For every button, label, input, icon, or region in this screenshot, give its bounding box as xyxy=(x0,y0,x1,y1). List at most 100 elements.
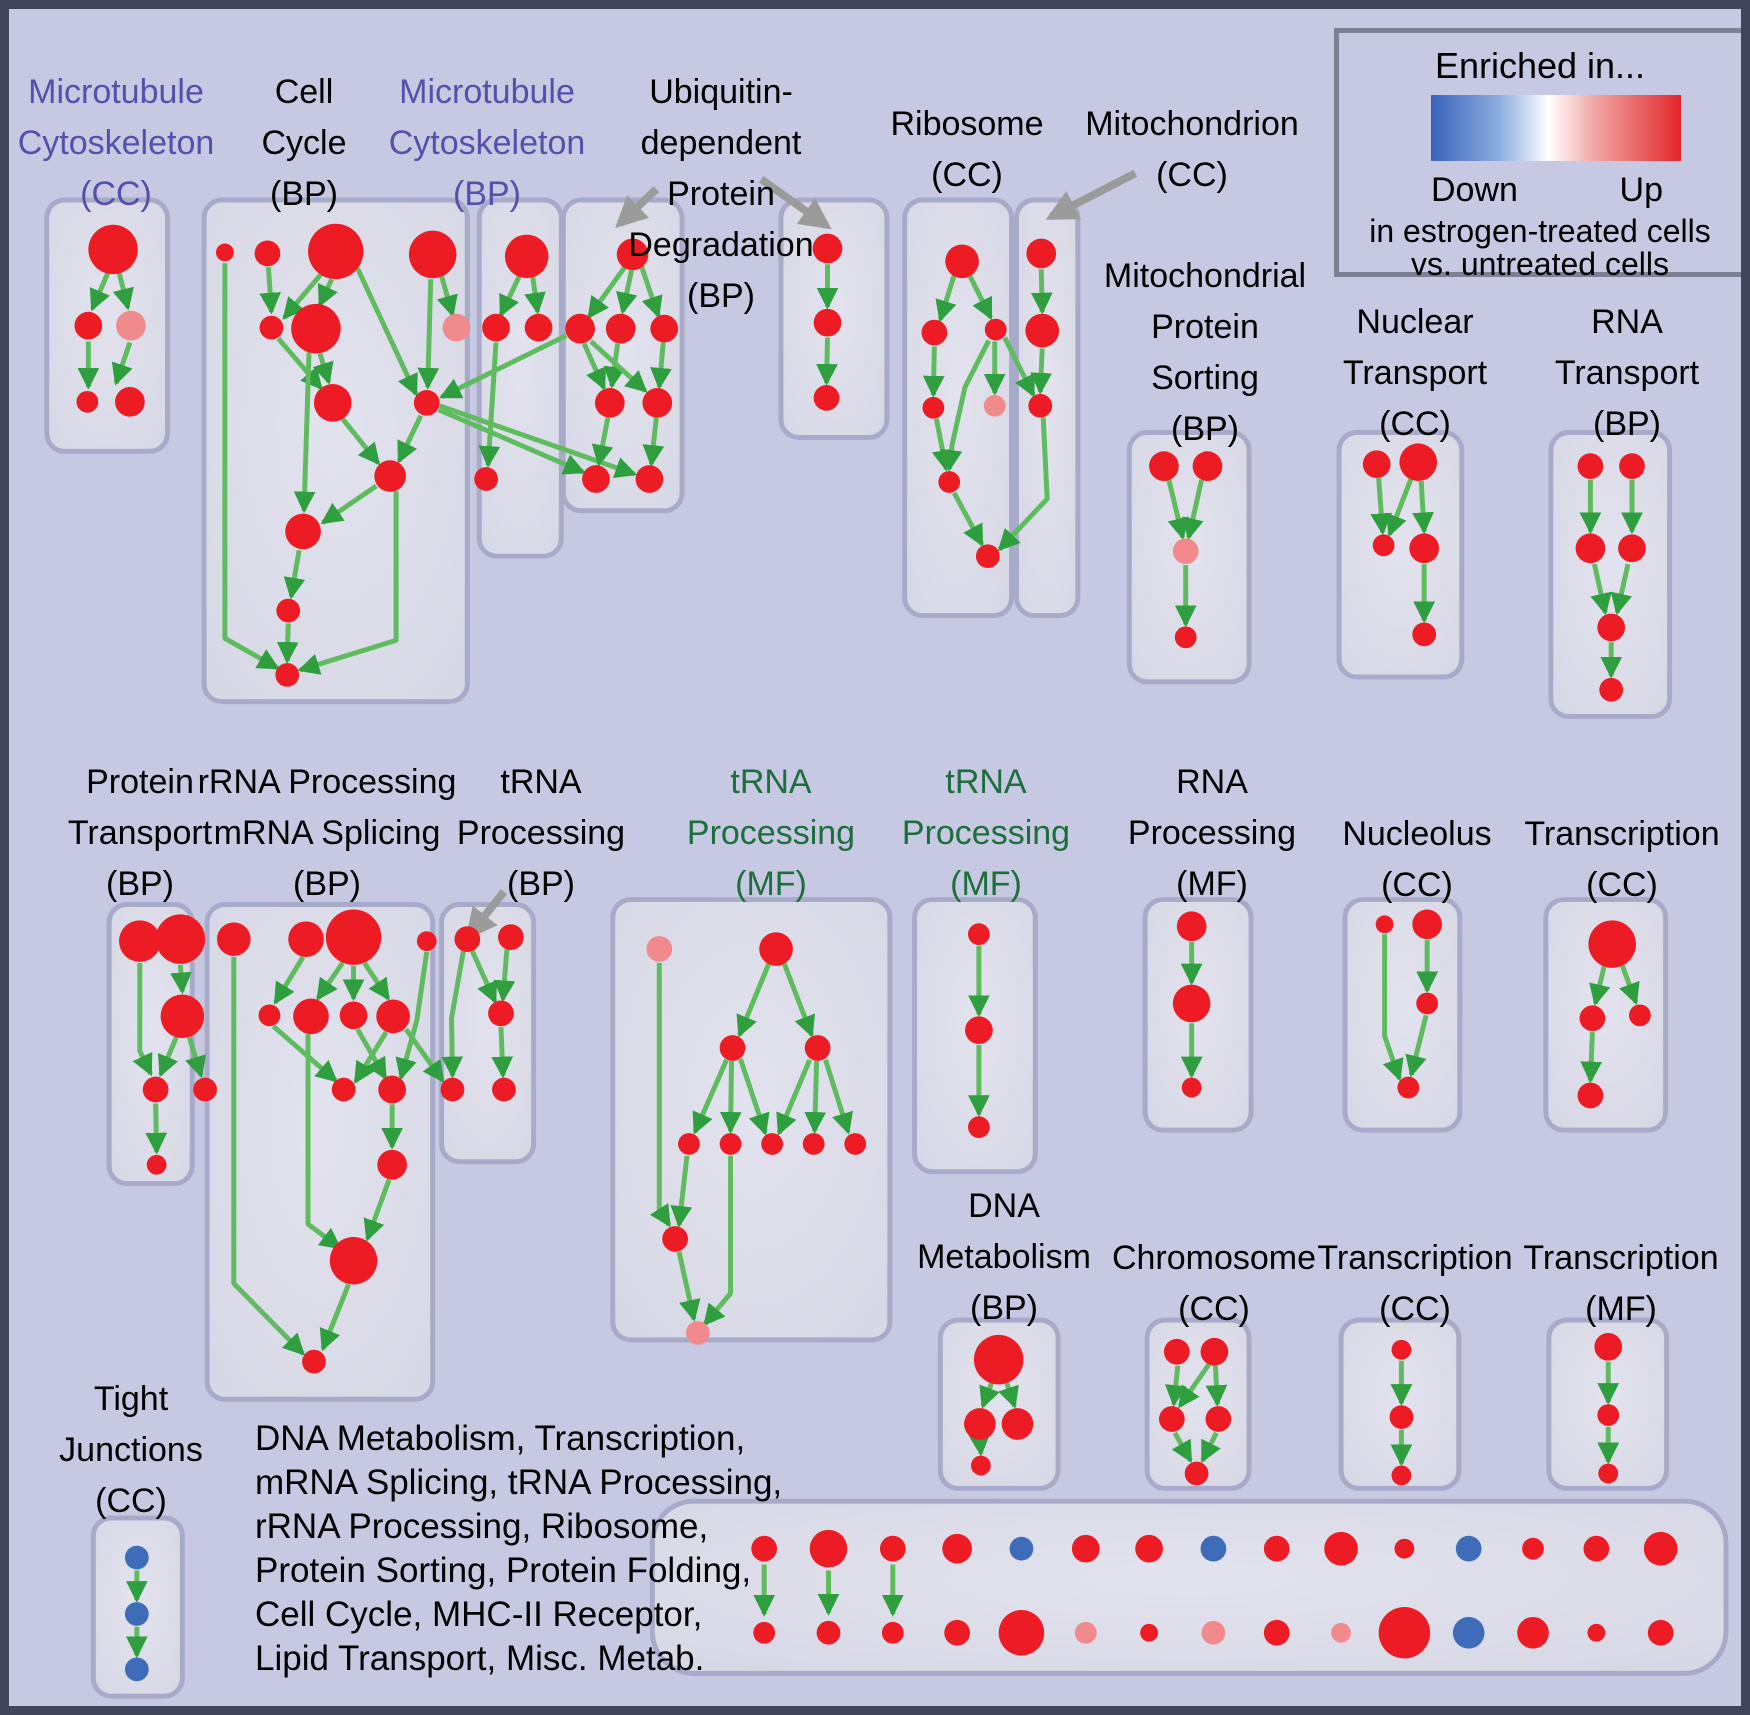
gene-set-node-95 xyxy=(968,1116,990,1139)
transcription-mf-label: Transcription (MF) xyxy=(1523,1239,1719,1328)
strip-bottom-node-2 xyxy=(881,1621,904,1644)
gene-set-node-103 xyxy=(1588,920,1636,968)
edge-arrow-24 xyxy=(524,275,546,315)
label-pointer-arrow-3 xyxy=(465,889,508,941)
edge-arrow-76 xyxy=(355,1027,388,1081)
dna-metabolism-bp-label: DNA Metabolism (BP) xyxy=(917,1187,1091,1327)
gene-set-node-30 xyxy=(812,233,843,264)
edge-arrow-74 xyxy=(271,1024,338,1083)
edge-arrow-57 xyxy=(1590,563,1612,616)
gene-set-node-118 xyxy=(1391,1465,1412,1486)
label-pointer-arrow-1 xyxy=(758,175,832,230)
gene-set-node-102 xyxy=(1397,1076,1420,1099)
gene-set-node-99 xyxy=(1375,915,1394,934)
edge-arrow-46 xyxy=(1030,348,1052,395)
edge-arrow-36 xyxy=(816,337,838,386)
strip-bottom-node-12 xyxy=(1517,1616,1549,1649)
edge-arrow-43 xyxy=(940,339,991,472)
gene-set-node-83 xyxy=(759,932,793,966)
gene-set-node-14 xyxy=(374,460,406,492)
trna-mf-big-box xyxy=(610,897,893,1343)
gene-set-node-80 xyxy=(440,1077,465,1102)
gene-set-node-27 xyxy=(642,387,673,418)
mixed-categories-box xyxy=(649,1498,1729,1676)
edge-arrow-49 xyxy=(1182,479,1204,541)
edge-arrow-82 xyxy=(441,950,466,1079)
rna-transport-box xyxy=(1548,430,1673,719)
edge-arrow-111 xyxy=(1171,1431,1193,1463)
edge-arrow-41 xyxy=(1002,336,1036,398)
gene-set-node-68 xyxy=(258,1004,281,1027)
strip-bottom-node-5 xyxy=(1074,1621,1097,1644)
gene-set-node-75 xyxy=(329,1236,378,1285)
gene-set-node-20 xyxy=(524,313,553,342)
edge-arrow-87 xyxy=(738,1058,770,1136)
edge-arrow-19 xyxy=(320,483,378,525)
edge-arrow-80 xyxy=(493,948,516,1003)
edge-arrow-94 xyxy=(702,1155,734,1327)
gene-set-node-47 xyxy=(1362,450,1391,479)
trna-processing-bp-label: tRNA Processing (BP) xyxy=(456,763,626,903)
gene-set-node-121 xyxy=(1598,1463,1619,1484)
strip-bottom-node-14 xyxy=(1647,1619,1674,1646)
edge-arrow-27 xyxy=(616,269,638,315)
edge-arrow-15 xyxy=(396,414,424,464)
gene-set-node-120 xyxy=(1597,1404,1620,1426)
edge-arrow-101 xyxy=(1382,934,1404,1082)
edge-arrow-110 xyxy=(1205,1365,1228,1407)
edge-arrow-10 xyxy=(417,279,440,390)
edge-arrow-62 xyxy=(157,1036,179,1078)
edge-arrow-44 xyxy=(951,491,985,547)
edge-arrow-21 xyxy=(276,623,299,664)
gene-set-node-16 xyxy=(276,598,301,623)
edge-arrow-6 xyxy=(282,271,324,320)
gene-set-node-44 xyxy=(1192,451,1223,481)
gene-set-node-115 xyxy=(1184,1461,1209,1486)
rna-processing-mf-label: RNA Processing (MF) xyxy=(1127,763,1297,903)
edge-arrow-5 xyxy=(259,267,281,315)
pointer-arrows-layer xyxy=(465,169,1138,941)
label-pointer-arrow-0 xyxy=(615,186,660,229)
gene-set-node-24 xyxy=(605,313,636,344)
gene-set-node-90 xyxy=(844,1133,867,1155)
transcription-cc-2-label: Transcription (CC) xyxy=(1317,1239,1513,1328)
gene-set-node-46 xyxy=(1174,626,1197,649)
mitochondrion-cc-label: Mitochondrion (CC) xyxy=(1085,105,1299,194)
strip-top-node-10 xyxy=(1394,1538,1415,1559)
bottom-strip-layer xyxy=(751,1529,1678,1659)
edge-arrow-84 xyxy=(781,961,816,1038)
edge-arrow-73 xyxy=(319,1283,351,1352)
edge-arrow-37 xyxy=(935,274,957,323)
edge-arrow-89 xyxy=(804,1060,827,1134)
nucleolus-cc-label: Nucleolus (CC) xyxy=(1342,815,1492,904)
strip-top-node-2 xyxy=(879,1535,906,1562)
gene-set-node-97 xyxy=(1172,984,1211,1023)
gene-set-node-93 xyxy=(968,923,990,946)
gene-set-node-62 xyxy=(193,1077,217,1102)
edge-arrow-104 xyxy=(1580,1032,1603,1084)
gene-set-node-11 xyxy=(442,313,471,342)
ribosome-cc-label: Ribosome (CC) xyxy=(890,105,1044,194)
strip-top-node-12 xyxy=(1522,1537,1544,1560)
strip-bottom-node-4 xyxy=(998,1610,1045,1656)
gene-set-node-78 xyxy=(497,924,524,951)
strip-bottom-node-10 xyxy=(1378,1607,1431,1659)
edge-arrow-61 xyxy=(170,964,192,995)
gene-set-node-35 xyxy=(984,318,1007,341)
edge-arrow-34 xyxy=(642,417,665,467)
network-canvas xyxy=(44,169,1729,1699)
gene-set-node-52 xyxy=(1577,453,1604,480)
gene-set-node-13 xyxy=(413,389,440,416)
label-pointer-arrow-2 xyxy=(1045,169,1138,221)
gene-set-node-43 xyxy=(1149,451,1179,481)
edge-arrow-12 xyxy=(312,352,334,385)
gene-set-node-3 xyxy=(76,390,99,413)
gene-set-node-85 xyxy=(804,1035,831,1061)
gene-set-node-110 xyxy=(970,1455,991,1476)
gene-set-node-23 xyxy=(565,313,595,344)
gene-set-node-5 xyxy=(215,243,234,262)
strip-top-node-13 xyxy=(1583,1535,1610,1562)
edge-arrow-81 xyxy=(491,1027,514,1079)
microtubule-cytoskeleton-cc-label: Microtubule Cytoskeleton (CC) xyxy=(17,73,215,213)
